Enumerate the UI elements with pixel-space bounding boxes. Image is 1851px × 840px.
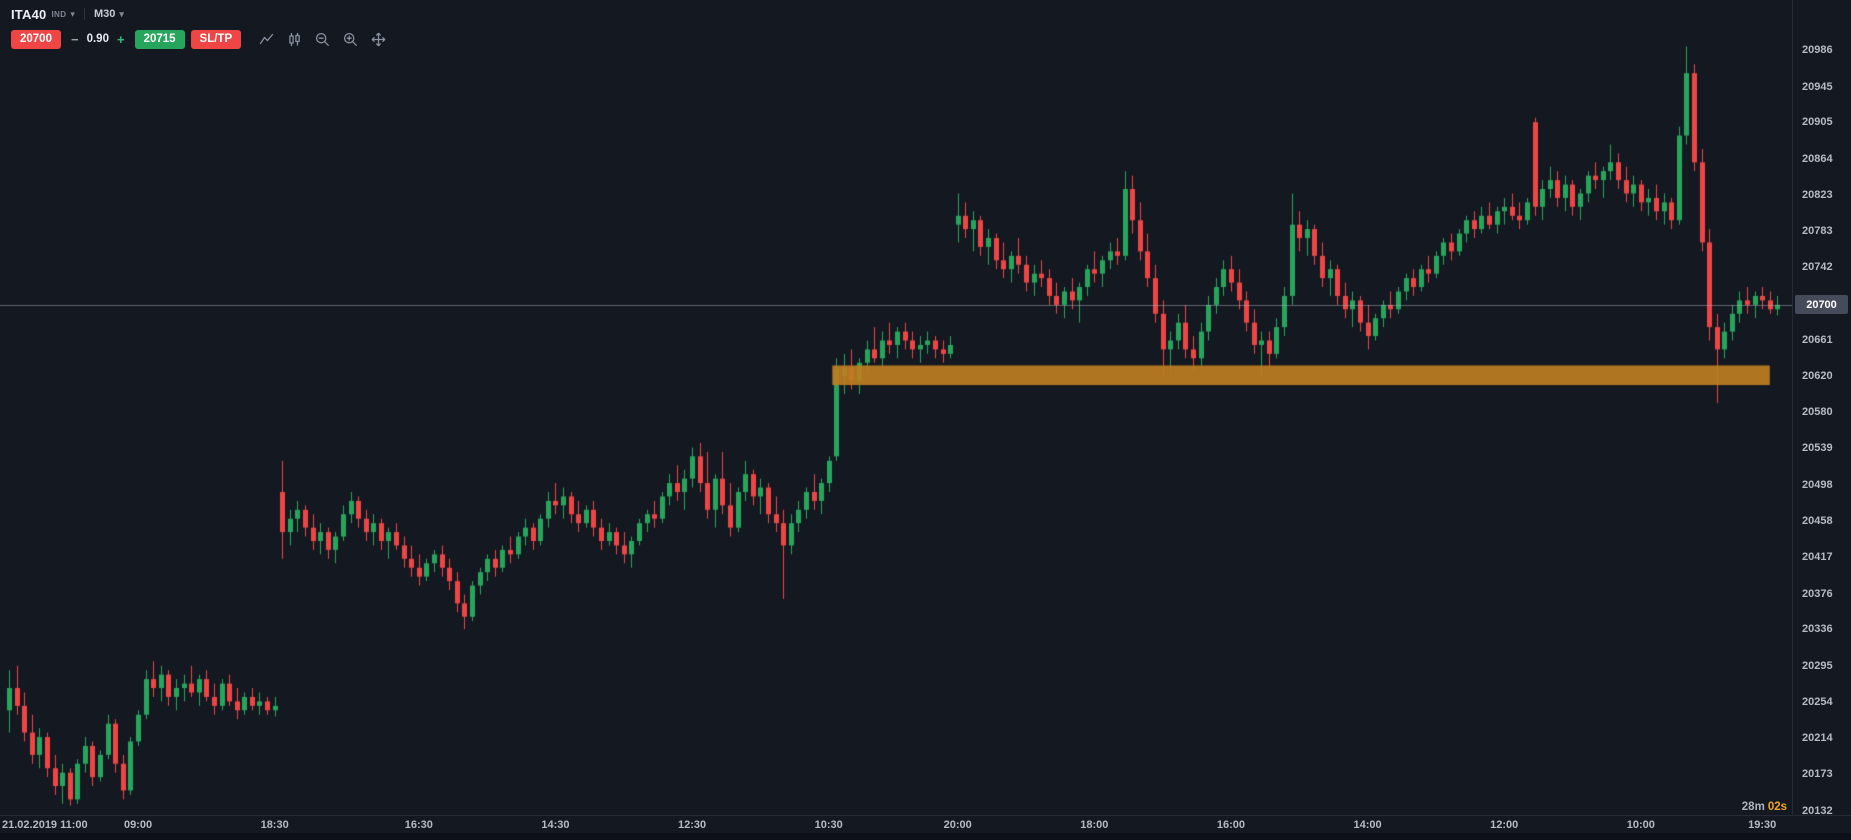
chevron-down-icon: ▾ <box>119 8 124 19</box>
price-tick-label: 20336 <box>1802 623 1833 636</box>
time-tick-label: 12:30 <box>677 819 707 831</box>
time-tick-label: 14:30 <box>541 819 570 831</box>
timeframe-label: M30 <box>93 8 116 20</box>
price-tick-label: 20823 <box>1802 189 1833 202</box>
price-tick-label: 20498 <box>1802 478 1833 491</box>
price-axis[interactable]: 20986 20945 20905 20864 20823 20783 20742 20661… <box>1792 0 1851 817</box>
price-tick-label: 20295 <box>1802 659 1833 672</box>
sltp-button[interactable]: SL/TP <box>190 29 242 49</box>
time-tick-label: 19:30 <box>1748 819 1777 831</box>
symbol-name[interactable]: ITA40 <box>11 6 47 22</box>
price-tick-label: 20539 <box>1802 442 1833 455</box>
price-tick-label: 20986 <box>1802 44 1833 56</box>
time-tick-label: 21.02.2019 11:00 <box>2 819 88 831</box>
time-tick-label: 14:00 <box>1353 819 1382 831</box>
price-tick-label: 20458 <box>1802 514 1833 527</box>
buy-button[interactable]: 20715 <box>134 29 185 49</box>
time-tick-label: 10:30 <box>814 819 843 831</box>
time-axis[interactable]: 21.02.2019 11:00 09:00 18:30 16:30 14:30 12:3… <box>0 815 1851 834</box>
price-tick-label: 20132 <box>1802 805 1833 817</box>
price-tick-label: 20945 <box>1802 80 1833 93</box>
sell-button[interactable]: 20700 <box>11 29 61 49</box>
time-tick-label: 18:30 <box>260 819 289 831</box>
time-tick-label: 16:30 <box>404 819 433 831</box>
chart-toolbar <box>259 32 386 47</box>
symbol-row: ITA40 IND ▾ M30 ▾ <box>11 6 386 22</box>
price-tick-label: 20620 <box>1802 370 1833 383</box>
candlestick-chart[interactable] <box>0 0 1792 815</box>
amount-value[interactable]: 0.90 <box>86 33 109 45</box>
chart-header: ITA40 IND ▾ M30 ▾ 20700 − 0.90 + 20715 S… <box>11 6 386 49</box>
candlestick-style-icon[interactable] <box>287 32 302 47</box>
price-tick-label: 20214 <box>1802 731 1833 744</box>
window-bottom-edge <box>0 833 1851 840</box>
price-tick-label: 20173 <box>1802 768 1833 781</box>
price-tick-label: 20905 <box>1802 116 1833 129</box>
trend-line-icon[interactable] <box>259 32 274 47</box>
current-price-badge: 20700 <box>1795 295 1848 315</box>
countdown-seconds: 02s <box>1767 801 1787 813</box>
time-tick-label: 18:00 <box>1080 819 1109 831</box>
zoom-out-icon[interactable] <box>315 32 330 47</box>
time-tick-label: 16:00 <box>1216 819 1246 831</box>
price-tick-label: 20417 <box>1802 551 1833 564</box>
zoom-in-icon[interactable] <box>343 32 358 47</box>
price-tick-label: 20864 <box>1802 152 1833 165</box>
increase-amount-button[interactable]: + <box>116 31 125 47</box>
trade-controls-row: 20700 − 0.90 + 20715 SL/TP <box>11 29 386 49</box>
divider <box>83 8 85 20</box>
price-tick-label: 20742 <box>1802 261 1833 274</box>
time-tick-label: 12:00 <box>1490 819 1519 831</box>
price-tick-label: 20580 <box>1802 405 1833 418</box>
price-tick-label: 20783 <box>1802 224 1833 237</box>
time-tick-label: 09:00 <box>123 819 153 831</box>
countdown-minutes: 28m <box>1741 801 1765 813</box>
price-tick-label: 20254 <box>1802 696 1833 709</box>
price-tick-label: 20661 <box>1802 333 1833 346</box>
decrease-amount-button[interactable]: − <box>70 31 79 47</box>
time-tick-label: 20:00 <box>943 819 972 831</box>
price-tick-label: 20376 <box>1802 587 1833 600</box>
chevron-down-icon[interactable]: ▾ <box>70 8 75 19</box>
candle-countdown: 28m 02s <box>1742 801 1787 813</box>
move-crosshair-icon[interactable] <box>371 32 386 47</box>
amount-stepper: − 0.90 + <box>69 33 127 46</box>
symbol-type-label: IND <box>51 9 67 19</box>
time-tick-label: 10:00 <box>1626 819 1655 831</box>
timeframe-selector[interactable]: M30 ▾ <box>94 8 124 20</box>
